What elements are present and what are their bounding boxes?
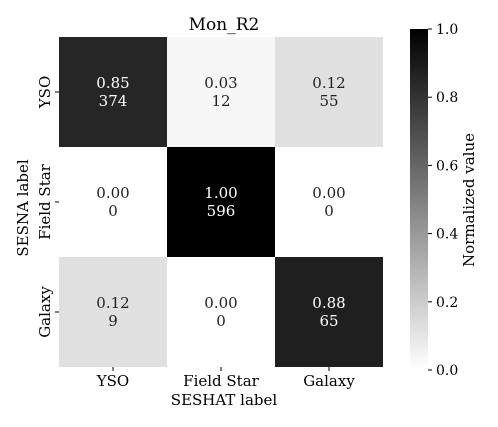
- cell-normalized-label: 0.00: [96, 184, 129, 202]
- heatmap-cell: [167, 257, 275, 367]
- cell-count-label: 0: [324, 202, 334, 220]
- heatmap-cell: [167, 147, 275, 257]
- x-tick-label: Galaxy: [303, 372, 355, 390]
- colorbar-tick-label: 0.4: [436, 227, 458, 243]
- heatmap-cell: [59, 147, 167, 257]
- y-tick-label: YSO: [36, 76, 54, 109]
- cell-normalized-label: 0.00: [312, 184, 345, 202]
- x-tick-label: Field Star: [183, 372, 259, 390]
- cell-normalized-label: 0.85: [96, 74, 129, 92]
- colorbar-tick-label: 0.6: [436, 158, 458, 174]
- cell-normalized-label: 0.12: [96, 294, 129, 312]
- cell-normalized-label: 0.88: [312, 294, 345, 312]
- heatmap-cell: [59, 257, 167, 367]
- cell-count-label: 12: [211, 92, 230, 110]
- colorbar-tick-label: 1.0: [436, 22, 458, 38]
- heatmap-cells: 0.853740.03120.12550.0001.005960.0000.12…: [59, 37, 383, 367]
- cell-count-label: 0: [108, 202, 118, 220]
- cell-normalized-label: 0.00: [204, 294, 237, 312]
- y-tick-labels: YSO Field Star Galaxy: [36, 76, 59, 338]
- y-tick-label: Galaxy: [36, 286, 54, 338]
- y-tick-label: Field Star: [36, 163, 54, 239]
- heatmap-cell: [275, 257, 383, 367]
- cell-count-label: 596: [207, 202, 236, 220]
- cell-count-label: 65: [319, 312, 338, 330]
- cell-normalized-label: 0.03: [204, 74, 237, 92]
- heatmap-cell: [275, 147, 383, 257]
- colorbar-tick-label: 0.2: [436, 295, 458, 311]
- colorbar-tick-label: 0.8: [436, 90, 458, 106]
- colorbar-tick-label: 0.0: [436, 363, 458, 379]
- cell-count-label: 0: [216, 312, 226, 330]
- cell-count-label: 374: [99, 92, 128, 110]
- y-axis-label: SESNA label: [14, 159, 32, 256]
- heatmap-cell: [59, 37, 167, 147]
- cell-count-label: 55: [319, 92, 338, 110]
- colorbar-ticks: 0.0 0.2 0.4 0.6 0.8 1.0: [428, 22, 458, 379]
- x-axis-label: SESHAT label: [171, 391, 278, 409]
- cell-count-label: 9: [108, 312, 118, 330]
- cell-normalized-label: 0.12: [312, 74, 345, 92]
- colorbar: [410, 29, 428, 370]
- x-tick-labels: YSO Field Star Galaxy: [96, 367, 355, 390]
- colorbar-label: Normalized value: [460, 133, 478, 267]
- heatmap-cell: [275, 37, 383, 147]
- heatmap-cell: [167, 37, 275, 147]
- chart-title: Mon_R2: [189, 15, 260, 35]
- x-tick-label: YSO: [96, 372, 129, 390]
- cell-normalized-label: 1.00: [204, 184, 237, 202]
